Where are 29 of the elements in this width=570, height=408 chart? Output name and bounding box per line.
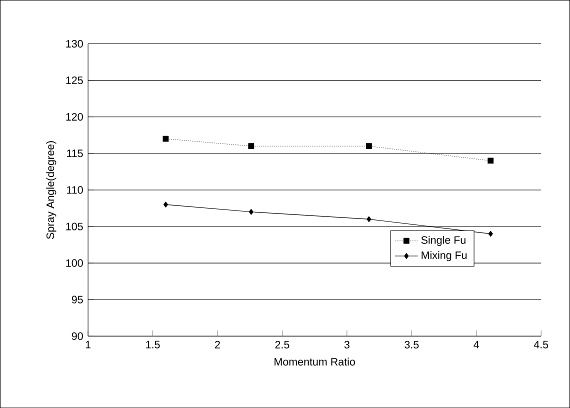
y-tick-label: 115	[67, 150, 83, 158]
y-tick-label: 110	[67, 186, 83, 194]
y-axis-title: Spray Angle(degree)	[46, 141, 56, 239]
point	[248, 208, 254, 215]
legend-label: Mixing Fu	[422, 251, 467, 262]
y-tick-label: 95	[72, 296, 83, 304]
point	[163, 202, 168, 208]
y-tick-label: 120	[66, 112, 83, 121]
y-tick-label: 125	[66, 76, 83, 84]
x-tick-label: 1.5	[146, 340, 160, 348]
point	[248, 143, 254, 149]
y-tick-label: 130	[66, 40, 83, 48]
legend-label: Single Fu	[421, 236, 466, 246]
x-tick-label: 3	[344, 340, 350, 348]
point	[366, 216, 372, 222]
point	[162, 136, 169, 142]
x-tick-label: 4.5	[534, 340, 548, 348]
x-tick-label: 3.5	[404, 340, 419, 348]
point	[488, 230, 493, 237]
point	[488, 158, 494, 164]
x-tick-label: 4	[474, 340, 480, 348]
x-axis-title: Momentum Ratio	[274, 358, 355, 366]
x-tick-label: 2.5	[275, 340, 290, 348]
y-tick-label: 105	[66, 222, 83, 230]
x-tick-label: 2	[215, 340, 220, 348]
x-tick-label: 1	[86, 340, 91, 348]
y-tick-label: 90	[72, 332, 83, 340]
point	[366, 143, 372, 149]
y-tick-label: 100	[66, 259, 83, 267]
